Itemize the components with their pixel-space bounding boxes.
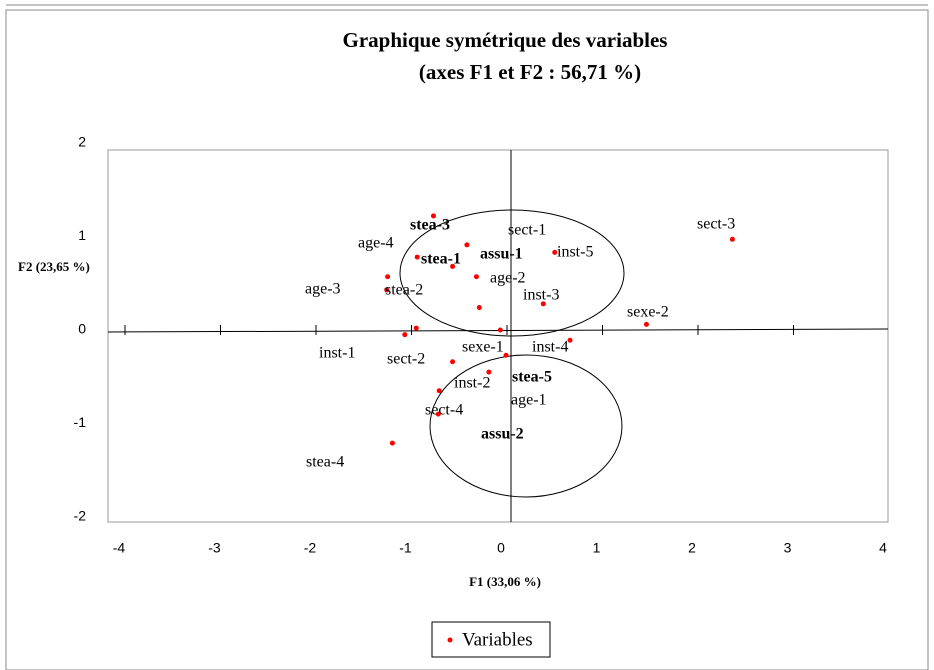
x-tick-label: 1 xyxy=(593,540,601,556)
x-axis-title: F1 (33,06 %) xyxy=(469,574,541,589)
point-label: sect-2 xyxy=(387,351,425,368)
point xyxy=(385,274,391,280)
chart-title: Graphique symétrique des variables xyxy=(343,28,668,52)
point-label: sexe-2 xyxy=(627,304,669,321)
x-tick-label: 3 xyxy=(784,540,792,556)
plot-area xyxy=(107,149,889,523)
point-label: inst-1 xyxy=(319,345,355,362)
point xyxy=(413,325,419,331)
ellipse xyxy=(399,209,625,337)
point xyxy=(464,242,470,248)
point xyxy=(436,388,442,394)
point-label: age-1 xyxy=(511,392,547,409)
y-tick-label: -1 xyxy=(74,414,87,430)
point xyxy=(497,327,503,333)
y-tick-label: 2 xyxy=(78,134,86,150)
y-tick-label: 1 xyxy=(78,227,86,243)
x-tick-label: -3 xyxy=(208,540,221,556)
point xyxy=(552,249,558,255)
point-label: stea-3 xyxy=(410,217,450,234)
point-label: age-3 xyxy=(305,281,341,298)
point xyxy=(476,305,482,311)
x-tick-label: -4 xyxy=(113,540,126,556)
x-tick-label: 0 xyxy=(497,540,505,556)
point-label: stea-1 xyxy=(421,251,461,268)
frame xyxy=(5,9,929,670)
point xyxy=(473,274,479,280)
point-label: age-2 xyxy=(490,270,526,287)
point-label: sect-1 xyxy=(508,222,546,239)
point xyxy=(486,369,492,375)
x-tick-label: -1 xyxy=(399,540,412,556)
chart-subtitle: (axes F1 et F2 : 56,71 %) xyxy=(419,60,641,84)
x-tick-label: 4 xyxy=(879,540,887,556)
point-label: sect-4 xyxy=(425,402,463,419)
point-label: inst-4 xyxy=(532,339,568,356)
point xyxy=(567,337,573,343)
point xyxy=(384,287,390,293)
point-label: assu-1 xyxy=(480,246,523,263)
point-label: stea-5 xyxy=(512,369,552,386)
x-tick-label: -2 xyxy=(304,540,317,556)
point xyxy=(435,411,441,417)
point xyxy=(450,263,456,269)
point-label: assu-2 xyxy=(481,426,524,443)
y-axis-title: F2 (23,65 %) xyxy=(18,259,90,274)
point xyxy=(389,440,395,446)
legend-label: Variables xyxy=(462,629,533,650)
point xyxy=(729,236,735,242)
point xyxy=(414,254,420,260)
point-label: stea-4 xyxy=(306,454,344,471)
point-label: stea-2 xyxy=(385,282,423,299)
point xyxy=(402,332,408,338)
point xyxy=(540,301,546,307)
point xyxy=(450,359,456,365)
point-label: age-4 xyxy=(358,235,394,252)
ellipse xyxy=(429,354,623,498)
y-tick-label: 0 xyxy=(78,321,86,337)
point xyxy=(503,352,509,358)
point-label: sexe-1 xyxy=(462,339,504,356)
x-tick-label: 2 xyxy=(688,540,696,556)
point xyxy=(643,321,649,327)
y-tick-label: -2 xyxy=(74,508,87,524)
point-label: inst-2 xyxy=(454,375,490,392)
point-label: inst-5 xyxy=(557,244,593,261)
point xyxy=(430,213,436,219)
legend-marker xyxy=(447,637,453,643)
point-label: sect-3 xyxy=(697,216,735,233)
point-label: inst-3 xyxy=(523,287,559,304)
